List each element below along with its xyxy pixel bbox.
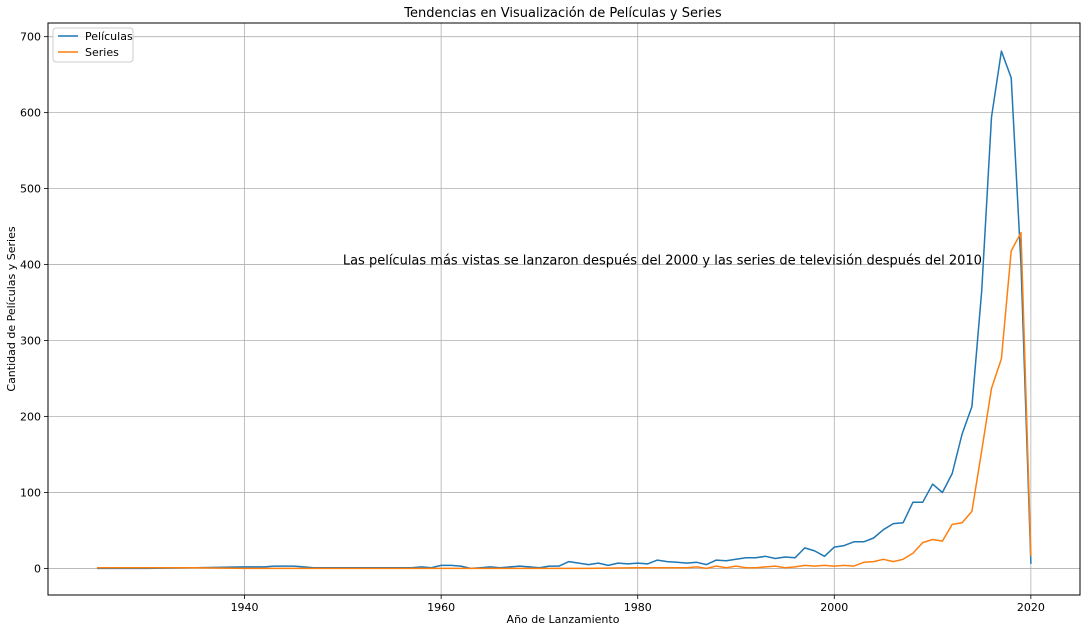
- y-tick-label: 700: [20, 31, 41, 44]
- y-tick-label: 0: [34, 562, 41, 575]
- x-axis-label: Año de Lanzamiento: [507, 613, 620, 626]
- series-line-peliculas: [97, 50, 1032, 570]
- y-tick-label: 600: [20, 107, 41, 120]
- annotation-text: Las películas más vistas se lanzaron des…: [343, 254, 982, 269]
- y-tick-label: 500: [20, 183, 41, 196]
- ticks-layer: 1940 1960 1980 2000 2020 0 100 200 300 400 500 600 7…: [20, 31, 1045, 614]
- plot-frame: [47, 22, 1081, 596]
- legend: Películas Series: [52, 27, 134, 63]
- x-tick-label: 2000: [820, 601, 848, 614]
- y-tick-label: 300: [20, 335, 41, 348]
- x-tick-label: 2020: [1017, 601, 1045, 614]
- y-tick-label: 200: [20, 410, 41, 423]
- y-tick-label: 400: [20, 259, 41, 272]
- legend-label-series: Series: [85, 46, 119, 59]
- series-layer: [97, 50, 1032, 570]
- chart-title: Tendencias en Visualización de Películas…: [403, 6, 722, 21]
- legend-label-peliculas: Películas: [85, 30, 133, 43]
- series-line-series: [97, 231, 1032, 570]
- y-tick-label: 100: [20, 486, 41, 499]
- y-axis-label: Cantidad de Películas y Series: [5, 226, 18, 391]
- x-tick-label: 1960: [427, 601, 455, 614]
- x-tick-label: 1940: [231, 601, 259, 614]
- x-tick-label: 1980: [624, 601, 652, 614]
